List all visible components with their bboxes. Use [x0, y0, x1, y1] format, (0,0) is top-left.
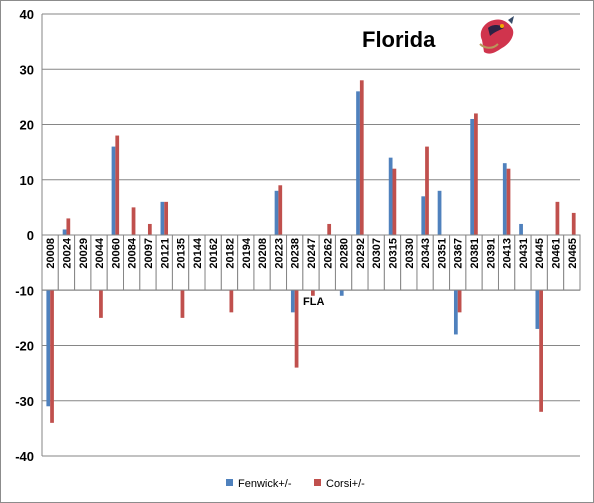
bar-fenwick: [502, 163, 507, 235]
bar-fenwick: [437, 190, 442, 235]
legend-label-corsi: Corsi+/-: [326, 478, 365, 490]
x-category-label: 20144: [192, 237, 204, 268]
x-category-label: 20465: [567, 238, 579, 269]
x-category-label: 20182: [224, 238, 236, 269]
bar-fenwick: [274, 190, 279, 235]
y-tick-label: -10: [15, 283, 34, 298]
bar-corsi: [131, 207, 136, 235]
x-category-label: 20351: [436, 238, 448, 269]
y-tick-label: 40: [20, 7, 34, 22]
x-category-label: 20367: [453, 238, 465, 269]
y-tick-label: -40: [15, 449, 34, 464]
x-category-box: [563, 234, 581, 291]
x-category-label: 20391: [485, 238, 497, 269]
bar-corsi: [571, 212, 576, 235]
y-axis-tick-labels: -40 -30 -20 -10 0 10 20 30 40: [15, 7, 34, 464]
bar-fenwick: [356, 91, 360, 235]
bar-corsi: [115, 135, 120, 235]
x-category-label: 20381: [469, 238, 481, 269]
x-axis-category-labels: 20008 20024 20029 20044 20060 20084 20097 20121…: [41, 234, 581, 291]
x-category-label: 20292: [355, 238, 367, 269]
x-category-label: 20262: [322, 238, 334, 269]
x-category-label: 20223: [273, 238, 285, 269]
x-category-label: 20162: [208, 238, 220, 269]
x-category-label: 20413: [502, 238, 514, 269]
bar-corsi: [327, 223, 332, 235]
x-category-label: 20121: [159, 238, 171, 269]
x-category-label: 20330: [404, 238, 416, 269]
x-category-label: 20060: [110, 238, 122, 269]
bar-fenwick: [470, 118, 475, 235]
bar-corsi: [425, 146, 429, 235]
bar-corsi: [474, 113, 478, 235]
bar-corsi: [50, 235, 54, 423]
bar-corsi: [555, 201, 560, 235]
x-category-label: 20238: [290, 238, 302, 269]
legend-swatch-fenwick: [226, 479, 233, 486]
y-tick-label: 0: [27, 228, 34, 243]
x-category-label: 20029: [78, 238, 90, 269]
bar-fenwick: [111, 146, 116, 235]
chart-title: Florida: [362, 27, 436, 52]
bar-corsi: [359, 80, 364, 235]
x-category-label: 20461: [551, 238, 563, 269]
x-category-label: 20445: [534, 238, 546, 269]
bar-fenwick: [421, 196, 426, 235]
bar-corsi: [66, 218, 71, 235]
x-category-label: 20343: [420, 238, 432, 269]
x-category-label: 20135: [176, 238, 188, 269]
x-category-label: 20194: [241, 237, 253, 268]
bar-fenwick: [388, 157, 393, 235]
x-category-label: 20097: [143, 238, 155, 269]
x-category-label: 20044: [94, 237, 106, 268]
x-category-label: 20208: [257, 238, 269, 269]
x-category-label: 20307: [371, 238, 383, 269]
bar-corsi: [392, 168, 397, 235]
y-tick-label: -30: [15, 394, 34, 409]
bar-corsi: [147, 223, 152, 235]
florida-panthers-logo: [479, 16, 514, 54]
y-tick-label: 20: [20, 118, 34, 133]
bar-corsi: [164, 201, 169, 235]
bar-corsi: [539, 235, 543, 412]
bar-fenwick: [160, 201, 165, 235]
x-category-label: 20280: [339, 238, 351, 269]
bar-fenwick: [62, 229, 67, 235]
x-category-label: 20084: [127, 237, 139, 268]
legend-swatch-corsi: [314, 479, 321, 486]
bar-fenwick: [519, 223, 523, 235]
fla-annotation: FLA: [303, 296, 324, 308]
bar-corsi: [278, 185, 283, 235]
x-category-label: 20247: [306, 238, 318, 269]
y-tick-label: 30: [20, 62, 34, 77]
bar-corsi: [294, 235, 299, 368]
bar-fenwick: [46, 235, 51, 407]
x-category-label: 20431: [518, 238, 530, 269]
y-tick-label: -20: [15, 339, 34, 354]
x-category-label: 20024: [61, 237, 73, 268]
legend-label-fenwick: Fenwick+/-: [238, 478, 292, 490]
y-tick-label: 10: [20, 173, 34, 188]
x-category-label: 20315: [388, 238, 400, 269]
legend: Fenwick+/- Corsi+/-: [226, 478, 365, 490]
bar-corsi: [506, 168, 511, 235]
x-category-label: 20008: [45, 238, 57, 269]
